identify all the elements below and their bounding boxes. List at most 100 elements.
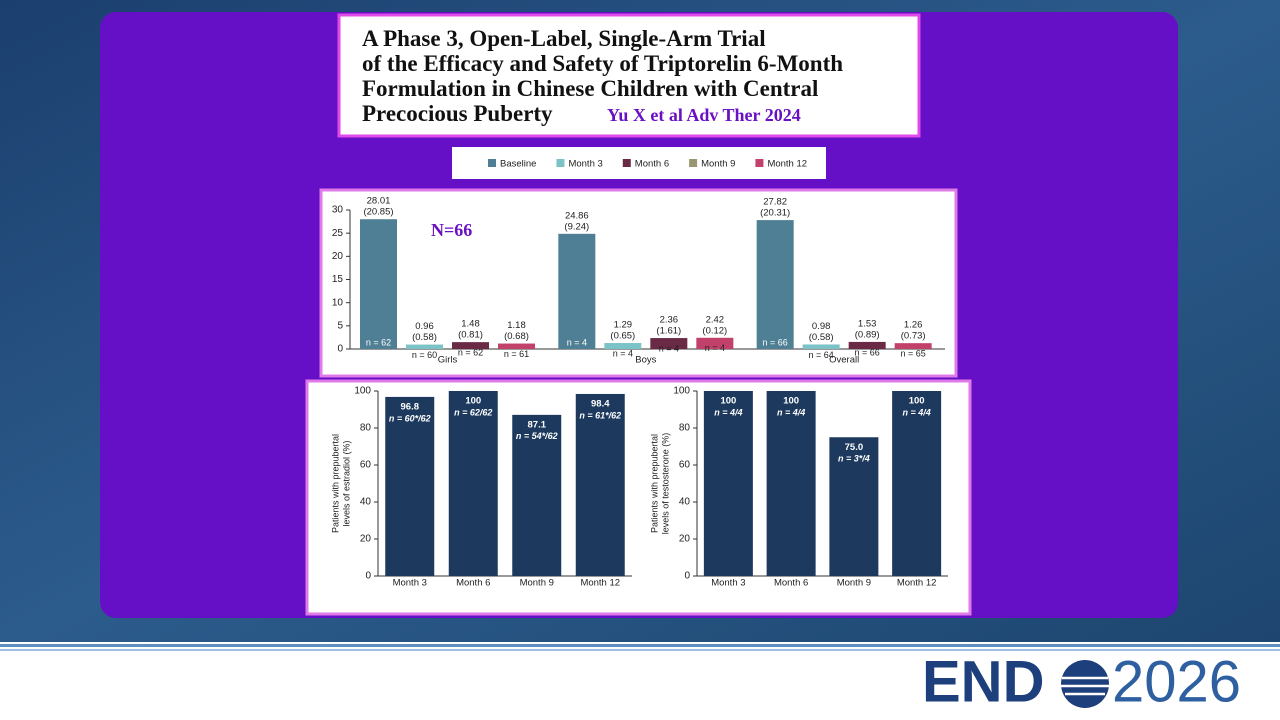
legend-box bbox=[452, 147, 826, 179]
legend-swatch bbox=[556, 159, 565, 167]
value-label: 100 bbox=[720, 396, 736, 407]
n-label: n = 4/4 bbox=[714, 407, 742, 417]
sd-label: (0.12) bbox=[702, 325, 727, 336]
bar bbox=[696, 337, 734, 349]
n-label: n = 64 bbox=[809, 350, 834, 360]
sd-label: (0.89) bbox=[855, 329, 880, 340]
bar bbox=[766, 391, 816, 576]
x-tick-label: Month 6 bbox=[774, 578, 808, 589]
n-label: n = 62/62 bbox=[454, 407, 492, 417]
bar bbox=[385, 396, 435, 576]
x-tick-label: Boys bbox=[635, 355, 656, 366]
value-label: 2.36 bbox=[660, 315, 679, 326]
legend-swatch bbox=[689, 159, 698, 167]
x-tick-label: Month 9 bbox=[837, 578, 871, 589]
y-tick-label: 0 bbox=[337, 344, 343, 355]
bar bbox=[892, 391, 942, 576]
bar bbox=[604, 343, 642, 349]
footer-line bbox=[0, 649, 1280, 651]
y-tick-label: 100 bbox=[673, 386, 690, 397]
x-tick-label: Girls bbox=[438, 355, 458, 366]
n-label: n = 62 bbox=[366, 337, 391, 347]
y-tick-label: 80 bbox=[360, 423, 372, 434]
n-label: n = 66 bbox=[855, 347, 880, 357]
y-tick-label: 10 bbox=[332, 297, 344, 308]
bar bbox=[558, 233, 596, 349]
bar bbox=[498, 343, 535, 349]
x-tick-label: Overall bbox=[829, 355, 859, 366]
value-label: 0.96 bbox=[415, 321, 434, 332]
value-label: 87.1 bbox=[528, 419, 547, 430]
y-tick-label: 0 bbox=[365, 571, 371, 582]
title-line: Precocious Puberty bbox=[362, 101, 553, 126]
sd-label: (0.68) bbox=[504, 331, 529, 342]
y-tick-label: 20 bbox=[679, 534, 691, 545]
bar bbox=[802, 344, 840, 349]
n-label: n = 4 bbox=[567, 337, 587, 347]
sd-label: (20.85) bbox=[363, 207, 393, 218]
n-label: n = 61 bbox=[504, 349, 529, 359]
y-tick-label: 20 bbox=[360, 534, 372, 545]
n-label: n = 61*/62 bbox=[579, 410, 621, 420]
y-tick-label: 100 bbox=[354, 386, 371, 397]
y-tick-label: 20 bbox=[332, 251, 344, 262]
logo-globe bbox=[1061, 660, 1109, 708]
n-label: n = 4/4 bbox=[777, 407, 805, 417]
y-tick-label: 40 bbox=[679, 497, 691, 508]
n-label: n = 54*/62 bbox=[516, 431, 558, 441]
bar bbox=[452, 342, 489, 349]
y-tick-label: 25 bbox=[332, 228, 344, 239]
y-tick-label: 80 bbox=[679, 423, 691, 434]
value-label: 0.98 bbox=[812, 321, 831, 332]
x-tick-label: Month 6 bbox=[456, 578, 490, 589]
logo-globe-lines bbox=[1061, 676, 1109, 696]
sd-label: (1.61) bbox=[656, 326, 681, 337]
bar bbox=[829, 437, 879, 576]
n-label: n = 3*/4 bbox=[838, 454, 870, 464]
y-axis-label: Patients with prepubertal bbox=[330, 434, 340, 533]
bar bbox=[756, 220, 794, 349]
logo-text: END bbox=[922, 649, 1044, 714]
sd-label: (0.73) bbox=[901, 331, 926, 342]
sd-label: (0.65) bbox=[610, 331, 635, 342]
bar bbox=[360, 219, 397, 349]
x-tick-label: Month 3 bbox=[711, 578, 745, 589]
y-tick-label: 60 bbox=[679, 460, 691, 471]
y-tick-label: 30 bbox=[332, 205, 344, 216]
logo-text: 2026 bbox=[1112, 649, 1241, 714]
n-label: n = 65 bbox=[901, 349, 926, 359]
y-tick-label: 15 bbox=[332, 274, 344, 285]
n-label: n = 4 bbox=[659, 343, 679, 353]
y-tick-label: 0 bbox=[684, 571, 690, 582]
value-label: 100 bbox=[909, 396, 925, 407]
legend-swatch bbox=[622, 159, 631, 167]
title-line: Formulation in Chinese Children with Cen… bbox=[362, 76, 818, 101]
y-axis-label: levels of estradiol (%) bbox=[341, 440, 351, 526]
legend-label: Month 12 bbox=[767, 159, 807, 170]
y-tick-label: 5 bbox=[337, 320, 343, 331]
bar bbox=[512, 414, 562, 576]
bar bbox=[894, 343, 932, 349]
bar bbox=[703, 391, 753, 576]
n-label: n = 60 bbox=[412, 350, 437, 360]
sd-label: (0.58) bbox=[809, 332, 834, 343]
x-tick-label: Month 3 bbox=[393, 578, 427, 589]
sd-label: (20.31) bbox=[760, 208, 790, 219]
bar bbox=[650, 338, 688, 349]
value-label: 2.42 bbox=[706, 314, 725, 325]
legend-label: Month 6 bbox=[635, 159, 669, 170]
legend-swatch bbox=[488, 159, 496, 167]
bar bbox=[848, 341, 886, 349]
n-label: n = 66 bbox=[763, 337, 788, 347]
value-label: 100 bbox=[465, 396, 481, 407]
n-label: n = 4 bbox=[705, 343, 725, 353]
sd-label: (9.24) bbox=[564, 221, 589, 232]
value-label: 1.26 bbox=[904, 320, 923, 331]
n-label: n = 4/4 bbox=[902, 407, 930, 417]
x-tick-label: Month 9 bbox=[520, 578, 554, 589]
footer-line bbox=[0, 644, 1280, 647]
title-line: of the Efficacy and Safety of Triptoreli… bbox=[362, 51, 843, 76]
legend-label: Month 3 bbox=[568, 159, 602, 170]
legend-swatch bbox=[755, 159, 764, 167]
